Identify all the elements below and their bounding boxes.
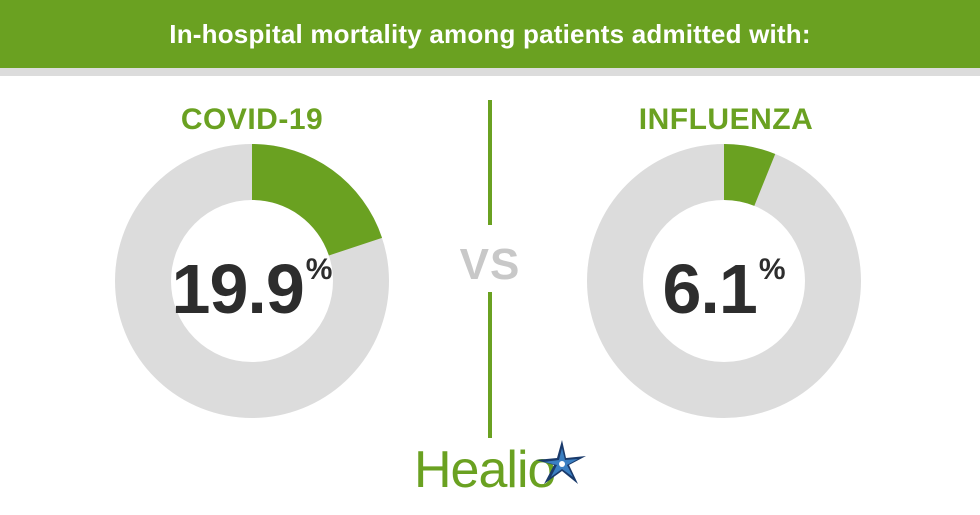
covid-value: 19.9% (102, 249, 402, 329)
page-title: In-hospital mortality among patients adm… (169, 19, 811, 49)
header-divider (0, 68, 980, 76)
covid-label: COVID-19 (180, 103, 324, 136)
influenza-value: 6.1% (574, 249, 874, 329)
healio-logo: Healio (414, 440, 594, 500)
influenza-value-unit: % (758, 253, 786, 286)
influenza-label: INFLUENZA (638, 103, 814, 136)
vs-label: VS (459, 240, 521, 289)
covid-value-unit: % (305, 253, 333, 286)
influenza-donut-chart (587, 144, 861, 418)
star-compass-icon (536, 440, 586, 484)
covid-donut-segment (252, 144, 383, 256)
influenza-donut-segment (724, 144, 776, 206)
logo-text: Healio (414, 441, 556, 499)
influenza-value-number: 6.1 (662, 250, 758, 328)
header-bar (0, 0, 980, 68)
covid-value-number: 19.9 (171, 250, 305, 328)
covid-donut-chart (115, 144, 389, 418)
center-divider-top (488, 100, 492, 225)
center-divider-bottom (488, 292, 492, 438)
